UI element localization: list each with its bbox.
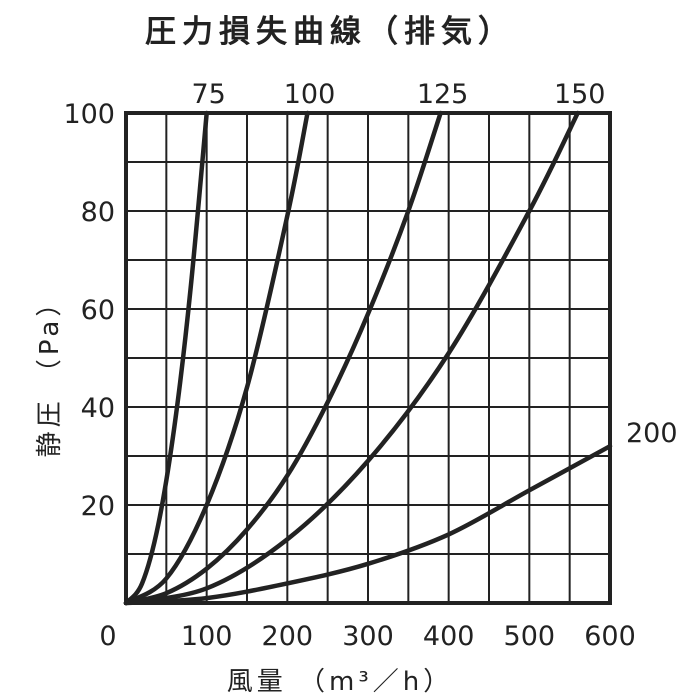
chart-title: 圧力損失曲線（排気） [145, 14, 515, 50]
curve-150 [123, 110, 580, 606]
y-tick-label: 60 [81, 295, 115, 326]
series-label-200: 200 [626, 418, 678, 449]
y-tick-label: 80 [81, 197, 115, 228]
x-tick-label: 200 [262, 621, 314, 652]
curve-125 [123, 110, 443, 606]
x-tick-label: 400 [423, 621, 475, 652]
y-axis-title: 静圧 （Pa） [35, 287, 65, 458]
y-tick-labels: 20 40 60 80 100 [63, 99, 115, 522]
x-tick-label: 100 [181, 621, 233, 652]
plot-frame [124, 111, 612, 605]
series-label-75: 75 [191, 79, 225, 110]
x-tick-label: 0 [99, 621, 116, 652]
x-tick-label: 300 [342, 621, 394, 652]
curves [123, 110, 613, 606]
curve-200 [123, 443, 613, 606]
series-labels: 75 100 125 150 200 [191, 79, 677, 449]
y-tick-label: 40 [81, 393, 115, 424]
series-label-100: 100 [284, 79, 336, 110]
series-label-125: 125 [417, 79, 469, 110]
x-tick-labels: 0 100 200 300 400 500 600 [99, 621, 635, 652]
series-label-150: 150 [554, 79, 606, 110]
curve-100 [123, 110, 310, 606]
x-axis-title: 風量 （m³／h） [227, 667, 454, 697]
y-tick-label: 20 [81, 491, 115, 522]
x-tick-label: 500 [504, 621, 556, 652]
x-tick-label: 600 [584, 621, 636, 652]
y-tick-label: 100 [63, 99, 115, 130]
curve-75 [123, 110, 209, 606]
